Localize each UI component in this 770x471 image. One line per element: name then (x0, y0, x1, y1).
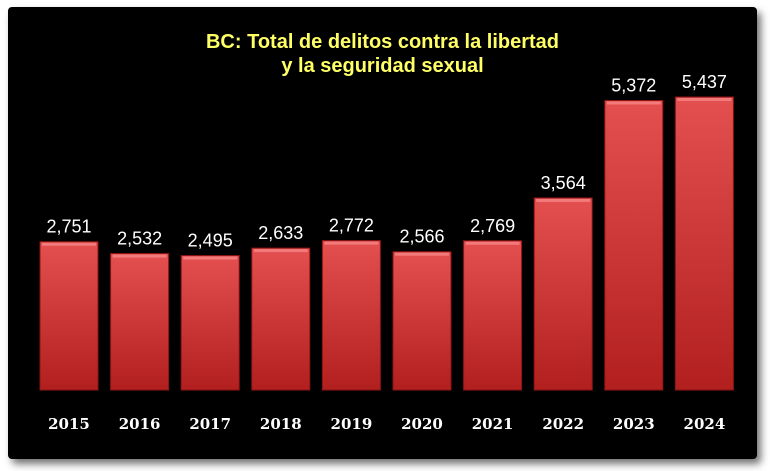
data-label-2023: 5,372 (611, 76, 656, 96)
bar-highlight-2019 (324, 241, 379, 245)
bar-2024 (674, 96, 734, 391)
bar-highlight-2021 (465, 241, 520, 245)
data-label-2015: 2,751 (46, 217, 91, 237)
data-label-2016: 2,532 (117, 229, 162, 249)
chart-title-line-1: BC: Total de delitos contra la libertad (205, 31, 559, 53)
x-tick-label-2023: 2023 (613, 415, 655, 433)
bar-2015 (39, 241, 99, 391)
x-tick-label-2019: 2019 (331, 415, 373, 433)
data-label-2018: 2,633 (258, 223, 303, 243)
bar-highlight-2018 (253, 249, 308, 253)
x-tick-label-2022: 2022 (542, 415, 584, 433)
x-tick-label-2020: 2020 (401, 415, 443, 433)
x-tick-label-2024: 2024 (684, 415, 726, 433)
bar-highlight-2023 (606, 101, 661, 105)
data-label-2017: 2,495 (188, 231, 233, 251)
bar-2020 (392, 251, 452, 391)
x-tick-label-2021: 2021 (472, 415, 514, 433)
bar-highlight-2017 (183, 256, 238, 260)
bar-highlight-2022 (536, 198, 591, 202)
bar-2016 (110, 253, 170, 391)
bar-2023 (604, 100, 664, 391)
bar-2017 (180, 255, 240, 391)
x-tick-label-2016: 2016 (119, 415, 161, 433)
data-label-2022: 3,564 (541, 173, 586, 193)
bar-highlight-2016 (112, 254, 167, 258)
x-tick-label-2015: 2015 (48, 415, 90, 433)
bar-2019 (321, 240, 381, 391)
chart-title: BC: Total de delitos contra la libertad … (8, 30, 757, 78)
bar-2018 (251, 247, 311, 391)
x-tick-label-2017: 2017 (189, 415, 231, 433)
data-label-2020: 2,566 (399, 227, 444, 247)
data-label-2021: 2,769 (470, 216, 515, 236)
bar-2022 (533, 197, 593, 391)
bar-2021 (463, 240, 523, 391)
data-label-2024: 5,437 (682, 72, 727, 92)
bar-highlight-2024 (677, 98, 732, 101)
bar-highlight-2020 (395, 252, 449, 256)
bar-highlight-2015 (42, 242, 96, 246)
chart-title-line-2: y la seguridad sexual (281, 55, 484, 77)
x-tick-label-2018: 2018 (260, 415, 302, 433)
data-label-2019: 2,772 (329, 216, 374, 236)
